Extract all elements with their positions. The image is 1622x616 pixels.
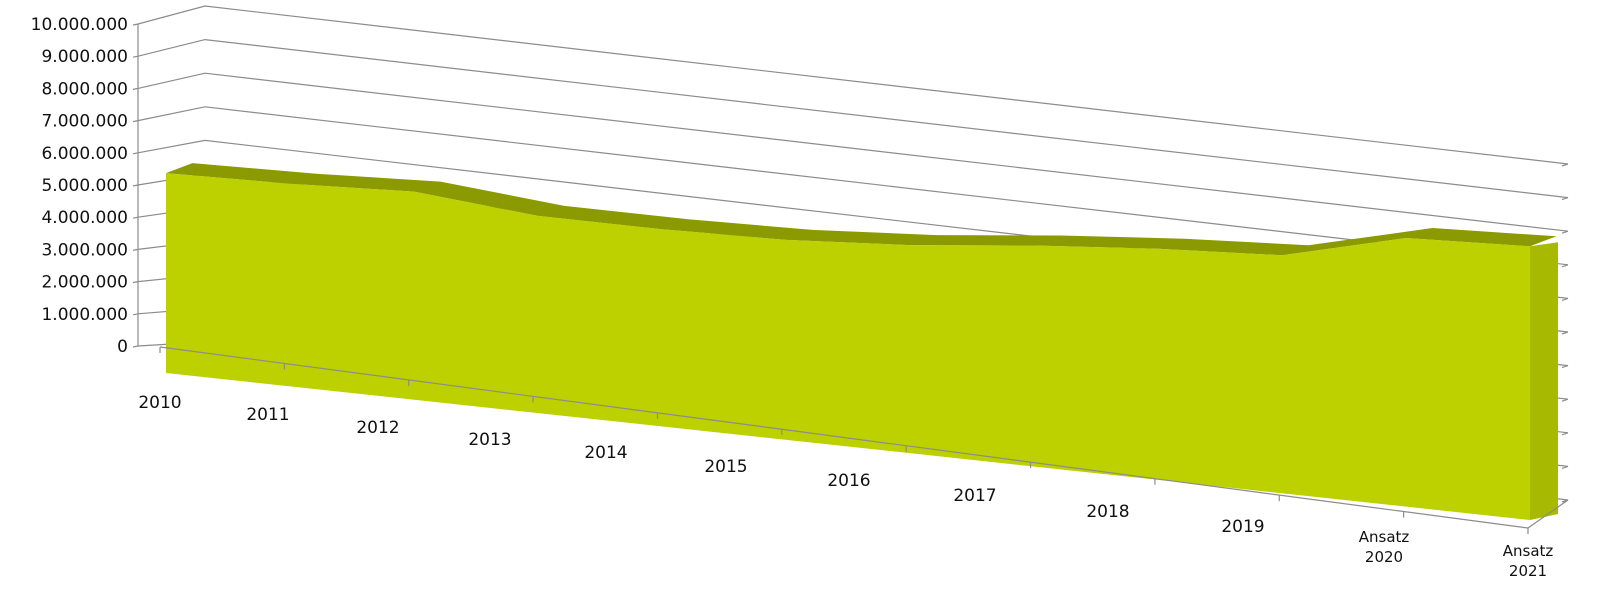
axes [132, 23, 1569, 534]
y-tick [132, 281, 139, 284]
x-tick-label: 2014 [584, 443, 627, 463]
y-tick-label: 3.000.000 [41, 240, 128, 260]
x-tick-label: 2018 [1086, 502, 1129, 522]
gridline [137, 5, 1569, 165]
y-tick [132, 23, 139, 26]
y-tick [132, 120, 139, 123]
y-tick-label: 7.000.000 [41, 112, 128, 132]
x-tick-label: 2020 [1365, 548, 1403, 566]
y-tick-label: 4.000.000 [41, 208, 128, 228]
right-tick [1561, 432, 1569, 436]
x-axis-line [159, 346, 1529, 529]
right-tick [1561, 499, 1569, 503]
right-tick [1561, 465, 1569, 469]
y-tick-label: 9.000.000 [41, 47, 128, 67]
y-tick-label: 5.000.000 [41, 176, 128, 196]
y-tick [132, 55, 139, 58]
x-tick-label: 2013 [468, 430, 511, 450]
y-tick [132, 248, 139, 251]
y-tick [132, 87, 139, 90]
y-tick-label: 6.000.000 [41, 144, 128, 164]
y-tick [132, 345, 139, 348]
y-tick-label: 10.000.000 [31, 15, 128, 35]
gridline [137, 38, 1569, 199]
right-tick [1561, 331, 1569, 335]
x-tick-label: 2015 [704, 457, 747, 477]
labels: 0 1.000.000 2.000.000 3.000.000 4.000.000 5.0… [31, 15, 1554, 580]
floor-right-edge [1527, 499, 1569, 529]
right-tick [1561, 297, 1569, 301]
area-front-face [166, 173, 1530, 520]
y-tick-label: 1.000.000 [41, 305, 128, 325]
y-tick-label: 0 [117, 337, 128, 357]
right-tick [1561, 197, 1569, 201]
x-tick-label: 2012 [356, 418, 399, 438]
x-tick-label: 2017 [953, 486, 996, 506]
area-end-face [1530, 242, 1558, 521]
x-tick-label: 2016 [827, 471, 870, 491]
y-tick [132, 152, 139, 155]
x-tick-label: Ansatz [1359, 528, 1410, 546]
x-tick-label: 2019 [1221, 517, 1264, 537]
x-tick-label: 2010 [138, 393, 181, 413]
y-tick [132, 216, 139, 219]
x-tick-label: 2011 [246, 405, 289, 425]
y-tick-label: 2.000.000 [41, 273, 128, 293]
y-tick [132, 313, 139, 316]
x-tick-label: 2021 [1509, 562, 1547, 580]
gridline [137, 72, 1569, 232]
right-tick [1561, 365, 1569, 369]
right-tick [1561, 398, 1569, 402]
x-tick-label: Ansatz [1503, 542, 1554, 560]
area-series [165, 163, 1558, 521]
right-tick [1561, 264, 1569, 268]
right-tick [1561, 163, 1569, 167]
y-tick [132, 184, 139, 187]
right-tick [1561, 230, 1569, 234]
area-top-surface [166, 163, 1557, 256]
gridline [137, 106, 1569, 266]
y-tick-label: 8.000.000 [41, 79, 128, 99]
